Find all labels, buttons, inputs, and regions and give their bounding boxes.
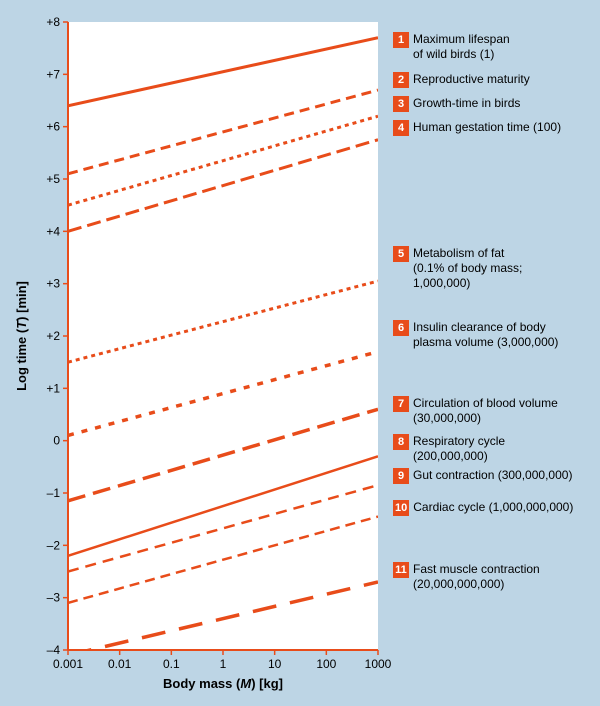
legend-label: Human gestation time (100) bbox=[413, 120, 561, 135]
x-tick-label: 0.001 bbox=[53, 657, 83, 671]
legend-item-9: 9 Gut contraction (300,000,000) bbox=[393, 468, 572, 484]
y-tick-label: –1 bbox=[47, 486, 61, 500]
legend-label: Insulin clearance of bodyplasma volume (… bbox=[413, 320, 558, 350]
legend-badge: 5 bbox=[393, 246, 409, 262]
legend-item-1: 1Maximum lifespanof wild birds (1) bbox=[393, 32, 510, 62]
x-tick-label: 100 bbox=[316, 657, 336, 671]
legend-badge: 1 bbox=[393, 32, 409, 48]
plot-area bbox=[68, 22, 378, 650]
legend-item-7: 7Circulation of blood volume(30,000,000) bbox=[393, 396, 558, 426]
y-tick-label: +3 bbox=[46, 277, 60, 291]
y-tick-label: –4 bbox=[47, 643, 61, 657]
y-tick-label: +6 bbox=[46, 120, 60, 134]
legend-badge: 6 bbox=[393, 320, 409, 336]
chart-panel: –4 –3 –2 –1 0 +1 +2 +3 +4 +5 +6 +7 +8 0.001 0.01 0.1 1 10… bbox=[8, 8, 592, 698]
legend-item-10: 10 Cardiac cycle (1,000,000,000) bbox=[393, 500, 573, 516]
legend-label: Fast muscle contraction(20,000,000,000) bbox=[413, 562, 540, 592]
legend-item-2: 2 Reproductive maturity bbox=[393, 72, 530, 88]
legend-item-5: 5Metabolism of fat(0.1% of body mass; 1,… bbox=[393, 246, 583, 291]
y-tick-label: –3 bbox=[47, 591, 61, 605]
y-tick-label: 0 bbox=[53, 434, 60, 448]
x-tick-label: 10 bbox=[268, 657, 282, 671]
y-tick-label: +1 bbox=[46, 381, 60, 395]
y-tick-label: +5 bbox=[46, 172, 60, 186]
legend-label: Gut contraction (300,000,000) bbox=[413, 468, 572, 483]
legend-badge: 2 bbox=[393, 72, 409, 88]
legend-label: Maximum lifespanof wild birds (1) bbox=[413, 32, 510, 62]
chart-stage: –4 –3 –2 –1 0 +1 +2 +3 +4 +5 +6 +7 +8 0.001 0.01 0.1 1 10… bbox=[0, 0, 600, 706]
x-tick-label: 0.01 bbox=[108, 657, 132, 671]
legend-item-3: 3 Growth-time in birds bbox=[393, 96, 520, 112]
x-tick-label: 0.1 bbox=[163, 657, 180, 671]
legend-item-4: 4 Human gestation time (100) bbox=[393, 120, 561, 136]
legend-badge: 9 bbox=[393, 468, 409, 484]
y-tick-label: –2 bbox=[47, 538, 61, 552]
y-tick-label: +7 bbox=[46, 67, 60, 81]
legend-item-6: 6Insulin clearance of bodyplasma volume … bbox=[393, 320, 558, 350]
y-axis-label: Log time (T) [min] bbox=[14, 281, 29, 391]
x-axis-label: Body mass (M) [kg] bbox=[163, 676, 283, 691]
legend-badge: 3 bbox=[393, 96, 409, 112]
legend-item-8: 8Respiratory cycle (200,000,000) bbox=[393, 434, 583, 464]
legend-item-11: 11Fast muscle contraction(20,000,000,000… bbox=[393, 562, 540, 592]
legend-label: Reproductive maturity bbox=[413, 72, 530, 87]
legend-label: Metabolism of fat(0.1% of body mass; 1,0… bbox=[413, 246, 583, 291]
legend-label: Respiratory cycle (200,000,000) bbox=[413, 434, 583, 464]
legend-label: Growth-time in birds bbox=[413, 96, 520, 111]
legend-label: Circulation of blood volume(30,000,000) bbox=[413, 396, 558, 426]
legend-badge: 8 bbox=[393, 434, 409, 450]
legend-badge: 11 bbox=[393, 562, 409, 578]
x-tick-label: 1000 bbox=[365, 657, 392, 671]
legend-badge: 7 bbox=[393, 396, 409, 412]
y-tick-label: +4 bbox=[46, 224, 60, 238]
legend-badge: 10 bbox=[393, 500, 409, 516]
y-tick-label: +8 bbox=[46, 15, 60, 29]
legend-badge: 4 bbox=[393, 120, 409, 136]
legend-label: Cardiac cycle (1,000,000,000) bbox=[413, 500, 573, 515]
x-tick-label: 1 bbox=[220, 657, 227, 671]
y-tick-label: +2 bbox=[46, 329, 60, 343]
